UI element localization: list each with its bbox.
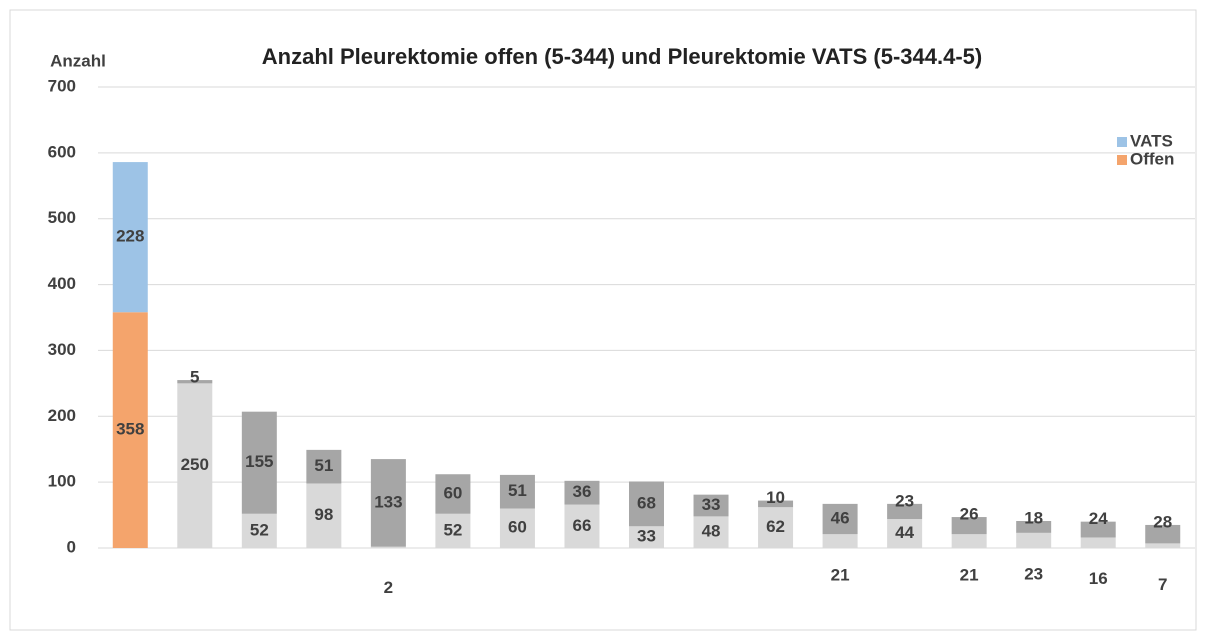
bar-segment xyxy=(1016,520,1052,533)
data-label: 28 xyxy=(1153,512,1172,531)
bar-segment xyxy=(822,534,858,548)
bar-segment xyxy=(1145,524,1181,544)
bar-segment xyxy=(177,383,213,548)
bar-segment xyxy=(1016,532,1052,548)
data-label: 51 xyxy=(508,481,527,500)
y-tick-label: 0 xyxy=(67,537,76,556)
data-label: 250 xyxy=(181,455,209,474)
bar-segment xyxy=(564,504,600,548)
legend-swatch xyxy=(1117,137,1127,147)
data-label: 23 xyxy=(1024,564,1043,583)
data-label: 33 xyxy=(637,527,656,546)
data-label: 133 xyxy=(374,492,402,511)
bar-segment xyxy=(629,481,664,527)
y-tick-label: 200 xyxy=(48,406,76,425)
data-label: 18 xyxy=(1024,508,1043,527)
bar-segment xyxy=(758,500,794,508)
bar-segment xyxy=(887,503,923,520)
bar-segment xyxy=(370,546,406,548)
bar-segment xyxy=(177,380,213,384)
data-label: 68 xyxy=(637,493,656,512)
y-tick-label: 500 xyxy=(48,208,76,227)
data-label: 21 xyxy=(831,566,850,585)
legend-label: VATS xyxy=(1130,131,1173,150)
data-label: 10 xyxy=(766,488,785,507)
data-label: 7 xyxy=(1158,575,1167,594)
bar-segment xyxy=(887,519,923,548)
data-label: 36 xyxy=(573,482,592,501)
bar-segment xyxy=(499,474,535,509)
data-label: 21 xyxy=(960,566,979,585)
data-label: 5 xyxy=(190,368,199,387)
bar-segment xyxy=(822,503,858,535)
bar-segment xyxy=(241,513,277,548)
bar-segment xyxy=(564,480,600,505)
data-label: 33 xyxy=(702,495,721,514)
bar-segment xyxy=(435,474,471,514)
data-label: 60 xyxy=(443,483,462,502)
bar-segment xyxy=(112,162,148,313)
data-label: 2 xyxy=(384,578,393,597)
bar-segment xyxy=(499,508,535,548)
data-label: 52 xyxy=(443,520,462,539)
legend-label: Offen xyxy=(1130,149,1174,168)
data-label: 60 xyxy=(508,518,527,537)
bar-segment xyxy=(951,517,987,535)
data-label: 52 xyxy=(250,520,269,539)
y-tick-label: 300 xyxy=(48,340,76,359)
bar-segment xyxy=(693,494,729,517)
data-label: 46 xyxy=(831,509,850,528)
data-label: 26 xyxy=(960,505,979,524)
bar-segment xyxy=(306,483,342,548)
y-tick-label: 100 xyxy=(48,472,76,491)
bar-segment xyxy=(241,411,277,514)
y-axis-label: Anzahl xyxy=(50,51,106,70)
bar-segment xyxy=(1080,537,1116,548)
y-tick-label: 400 xyxy=(48,274,76,293)
data-label: 98 xyxy=(314,505,333,524)
y-tick-label: 600 xyxy=(48,142,76,161)
data-label: 62 xyxy=(766,517,785,536)
bar-segment xyxy=(435,513,471,548)
data-label: 23 xyxy=(895,491,914,510)
data-label: 155 xyxy=(245,452,273,471)
data-label: 24 xyxy=(1089,509,1108,528)
data-label: 48 xyxy=(702,522,721,541)
data-label: 16 xyxy=(1089,569,1108,588)
y-tick-label: 700 xyxy=(48,76,76,95)
data-label: 44 xyxy=(895,523,914,542)
data-label: 358 xyxy=(116,420,144,439)
legend-swatch xyxy=(1117,155,1127,165)
bar-segment xyxy=(629,526,664,548)
bar-segment xyxy=(306,449,342,484)
bar-segment xyxy=(370,459,406,547)
bar-segment xyxy=(112,312,148,548)
data-label: 66 xyxy=(573,516,592,535)
chart-title: Anzahl Pleurektomie offen (5-344) und Pl… xyxy=(262,44,982,69)
data-label: 228 xyxy=(116,227,144,246)
bar-segment xyxy=(758,507,794,548)
bar-segment xyxy=(1080,521,1116,538)
data-label: 51 xyxy=(314,456,333,475)
bar-segment xyxy=(693,516,729,548)
bar-segment xyxy=(1145,543,1181,548)
bar-segment xyxy=(951,534,987,548)
